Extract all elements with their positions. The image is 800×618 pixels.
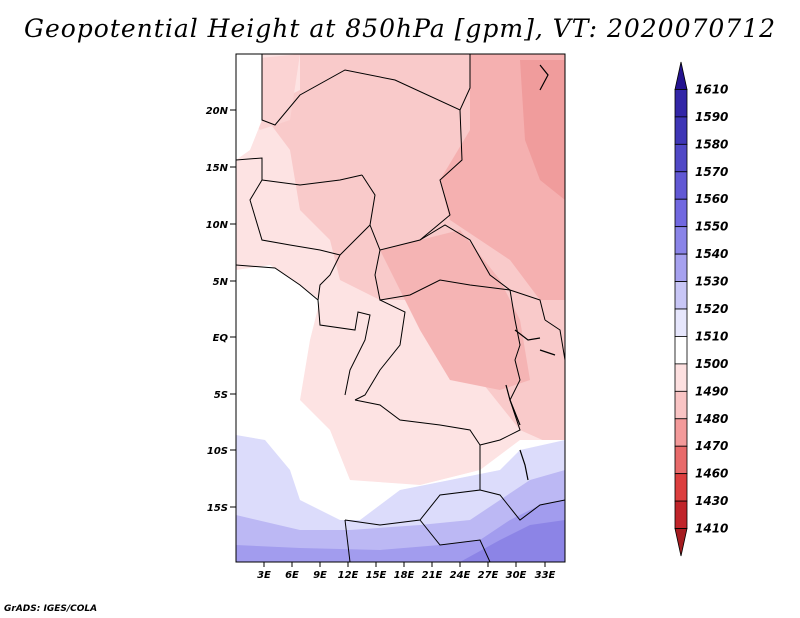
lat-label-5n: 5N (213, 277, 229, 288)
colorbar-segment (674, 116, 688, 145)
colorbar-segment (674, 445, 688, 475)
colorbar-segment (674, 198, 688, 228)
colorbar-segment (674, 226, 688, 255)
colorbar-label: 1530 (695, 275, 728, 289)
lat-ticks (230, 109, 236, 508)
colorbar-segment (674, 528, 688, 557)
colorbar-segment (674, 89, 688, 118)
colorbar-label: 1510 (695, 329, 728, 343)
colorbar-label: 1460 (695, 467, 728, 481)
colorbar-label: 1480 (695, 412, 728, 426)
colorbar-segment (674, 418, 688, 447)
colorbar-label: 1470 (695, 439, 728, 453)
lat-label-10s: 10S (207, 446, 228, 457)
lat-label-20n: 20N (206, 106, 229, 117)
colorbar-label: 1410 (695, 522, 728, 536)
colorbar-segment (674, 500, 688, 529)
lon-label-18e: 18E (394, 570, 415, 581)
map-title: Geopotential Height at 850hPa [gpm], VT:… (23, 14, 777, 43)
lon-label-9e: 9E (313, 570, 327, 581)
colorbar-segment (674, 61, 688, 90)
colorbar-label: 1490 (695, 384, 728, 398)
lon-label-12e: 12E (338, 570, 359, 581)
colorbar-label: 1590 (695, 110, 728, 124)
colorbar-segment (674, 171, 688, 200)
lon-label-21e: 21E (422, 570, 443, 581)
colorbar-segment (674, 143, 688, 173)
map-frame (235, 53, 566, 563)
colorbar-segment (674, 390, 688, 420)
grads-credit: GrADS: IGES/COLA (4, 604, 98, 614)
lat-label-15n: 15N (206, 163, 229, 174)
height-field (236, 54, 565, 562)
lon-ticks (263, 562, 546, 567)
colorbar-segment (674, 308, 688, 337)
colorbar-label: 1500 (695, 357, 728, 371)
colorbar-label: 1520 (695, 302, 728, 316)
lon-label-24e: 24E (450, 570, 471, 581)
lon-label-6e: 6E (285, 570, 299, 581)
colorbar-segment (674, 281, 688, 310)
colorbar-label: 1430 (695, 494, 728, 508)
lat-label-5s: 5S (214, 390, 228, 401)
colorbar: 1610 1590 1580 1570 1560 1550 1540 1530 1520 1510… (674, 61, 728, 557)
colorbar-label: 1560 (695, 192, 728, 206)
lon-label-15e: 15E (366, 570, 387, 581)
colorbar-segment (674, 253, 688, 282)
lon-label-30e: 30E (506, 570, 527, 581)
colorbar-segment (674, 336, 688, 365)
lon-label-3e: 3E (257, 570, 271, 581)
colorbar-label: 1580 (695, 137, 728, 151)
lon-label-27e: 27E (478, 570, 499, 581)
lat-label-15s: 15S (207, 503, 228, 514)
lon-label-33e: 33E (535, 570, 556, 581)
colorbar-segment (674, 363, 688, 392)
lat-label-eq: EQ (213, 333, 229, 344)
colorbar-label: 1570 (695, 165, 728, 179)
colorbar-segment (674, 473, 688, 502)
colorbar-label: 1540 (695, 247, 728, 261)
colorbar-label: 1610 (695, 82, 728, 96)
colorbar-label: 1550 (695, 220, 728, 234)
lat-label-10n: 10N (206, 220, 229, 231)
